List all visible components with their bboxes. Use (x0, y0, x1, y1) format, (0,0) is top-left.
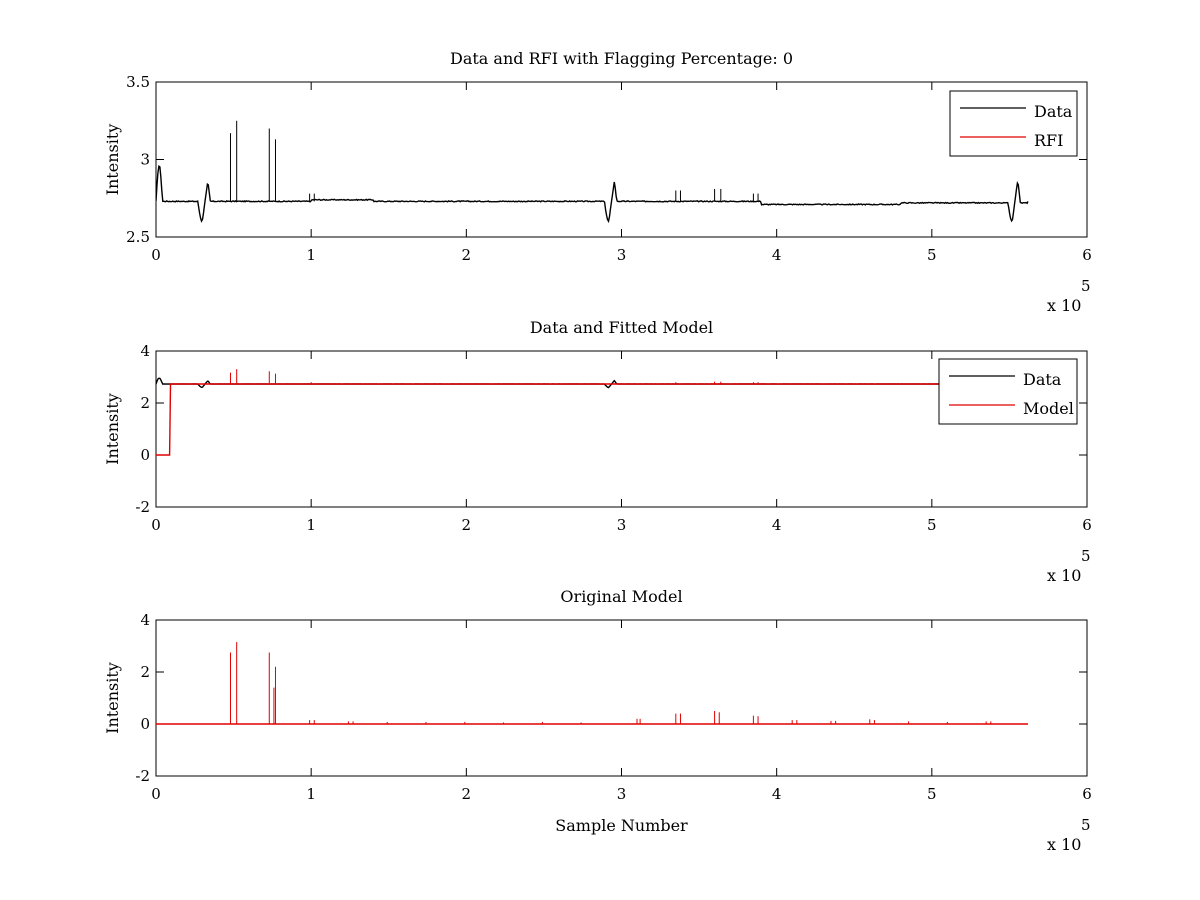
x-tick-label: 3 (617, 516, 627, 534)
y-tick-label: 4 (140, 342, 150, 360)
y-tick-label: 0 (140, 715, 150, 733)
x-tick-label: 5 (927, 246, 937, 264)
y-axis-label: Intensity (103, 124, 122, 196)
y-tick-label: 2.5 (126, 228, 150, 246)
y-tick-label: -2 (135, 498, 150, 516)
x-tick-label: 5 (927, 516, 937, 534)
x-tick-label: 4 (772, 516, 782, 534)
y-tick-label: 2 (140, 663, 150, 681)
x-axis-label: Sample Number (555, 816, 688, 835)
y-tick-label: -2 (135, 767, 150, 785)
series-line-data (156, 164, 1029, 224)
x-tick-label: 6 (1082, 246, 1092, 264)
axes-box (155, 81, 1088, 238)
series-line-model (156, 383, 1028, 456)
y-tick-label: 0 (140, 446, 150, 464)
x-tick-label: 0 (151, 516, 161, 534)
x-multiplier: x 10 (1047, 296, 1081, 315)
x-tick-label: 3 (617, 785, 627, 803)
chart-title: Data and Fitted Model (530, 318, 713, 337)
legend-label: Model (1023, 399, 1074, 418)
chart-title: Data and RFI with Flagging Percentage: 0 (450, 49, 793, 68)
legend-box (949, 90, 1078, 157)
legend-label: Data (1034, 102, 1073, 121)
plot-area (156, 369, 1028, 456)
y-tick-label: 2 (140, 394, 150, 412)
x-tick-label: 1 (306, 246, 316, 264)
y-tick-label: 3 (140, 151, 150, 169)
x-multiplier-exponent: 5 (1081, 547, 1091, 565)
y-tick-label: 4 (140, 611, 150, 629)
plot-area (156, 642, 1028, 725)
x-tick-label: 2 (462, 246, 472, 264)
x-tick-label: 2 (462, 785, 472, 803)
axes-box (155, 350, 1088, 508)
x-tick-label: 4 (772, 246, 782, 264)
legend-label: Data (1023, 370, 1062, 389)
x-tick-label: 5 (927, 785, 937, 803)
y-axis-label: Intensity (103, 393, 122, 465)
legend-box (938, 358, 1078, 425)
x-tick-label: 1 (306, 516, 316, 534)
x-tick-label: 1 (306, 785, 316, 803)
subplot-1: 0 1 2 3 4 5 6 2.5 3 3.5 Data and RFI with Flagging… (103, 49, 1092, 315)
x-multiplier-exponent: 5 (1081, 277, 1091, 295)
x-tick-label: 2 (462, 516, 472, 534)
x-tick-label: 6 (1082, 516, 1092, 534)
chart-title: Original Model (560, 587, 682, 606)
y-axis-label: Intensity (103, 662, 122, 734)
x-tick-label: 3 (617, 246, 627, 264)
x-tick-label: 0 (151, 246, 161, 264)
legend-label: RFI (1034, 131, 1063, 150)
x-tick-label: 0 (151, 785, 161, 803)
axes-box (155, 619, 1088, 777)
x-multiplier: x 10 (1047, 835, 1081, 854)
x-tick-label: 4 (772, 785, 782, 803)
x-multiplier: x 10 (1047, 566, 1081, 585)
x-multiplier-exponent: 5 (1081, 816, 1091, 834)
plot-area (156, 120, 1029, 224)
y-tick-label: 3.5 (126, 73, 150, 91)
x-tick-label: 6 (1082, 785, 1092, 803)
